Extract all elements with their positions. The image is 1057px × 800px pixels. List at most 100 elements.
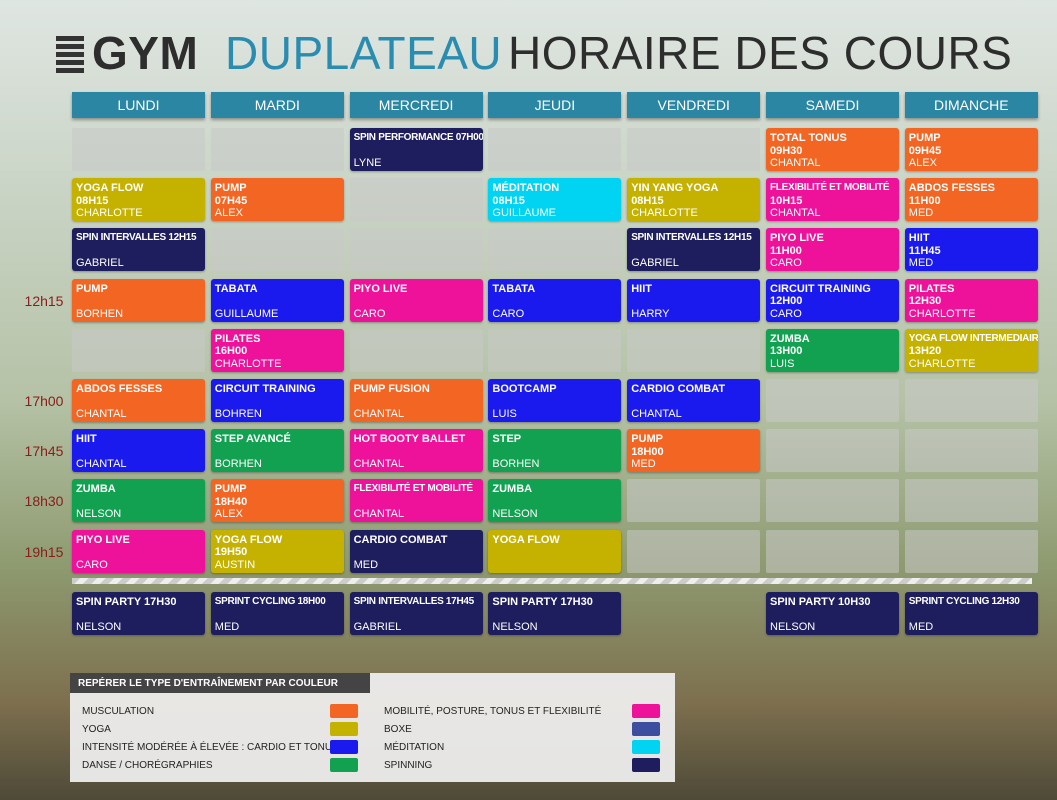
class-name: ZUMBA [492,483,533,496]
empty-slot [627,529,761,573]
class-name: HIIT [908,232,930,245]
class-name: YOGA FLOW [492,533,560,546]
class-slot: STEP AVANCÉ BORHEN [210,429,344,473]
empty-slot [627,128,761,171]
class-slot: YOGA FLOW 19H50 AUSTIN [210,529,344,573]
class-detail: LYNE [353,157,382,169]
empty-slot [904,529,1038,573]
class-name: PIYO LIVE [353,282,408,295]
class-detail: CARO [76,558,108,571]
class-detail: 11H00 [770,244,802,257]
class-name: CIRCUIT TRAINING [770,282,871,295]
legend-swatch [330,758,358,772]
legend-label: MUSCULATION [82,706,155,717]
class-name: PUMP [631,433,663,446]
class-detail: BORHEN [76,307,124,320]
time-label: 17h00 [24,393,64,409]
day-header: DIMANCHE [904,92,1038,118]
class-name: STEP AVANCÉ [214,433,291,446]
class-detail: BOHREN [214,408,262,420]
class-detail: CHARLOTTE [76,207,143,220]
empty-slot [766,379,899,422]
class-slot: SPIN PARTY 17H30 NELSON [72,592,205,635]
class-name: CARDIO COMBAT [353,533,448,546]
class-name: YOGA FLOW [76,182,144,195]
class-detail: NELSON [492,508,538,521]
class-slot: PILATES 12H30 CHARLOTTE [904,278,1038,322]
empty-slot [766,529,899,573]
class-detail: CHANTAL [353,408,405,420]
class-detail: 09H30 [770,144,803,157]
class-detail: MED [214,621,240,633]
class-detail: 11H45 [908,244,941,257]
class-name: STEP [492,433,522,446]
class-detail: 12H00 [770,295,803,308]
class-slot: SPIN PERFORMANCE 07H00 LYNE [349,128,483,171]
class-slot: PUMP FUSION CHANTAL [349,379,483,422]
legend-title-bar [70,673,370,693]
time-label: 18h30 [24,493,64,510]
class-detail: 19H50 [214,546,248,559]
empty-slot [488,228,622,272]
class-detail: NELSON [76,508,122,521]
class-detail: 18H40 [214,495,248,508]
class-detail: CHANTAL [353,508,405,521]
day-header: MERCREDI [349,92,483,118]
class-detail: GABRIEL [76,257,124,270]
class-name: PILATES [214,332,261,345]
class-detail: GUILLAUME [492,207,556,220]
class-slot: ZUMBA 13H00 LUIS [766,328,899,372]
divider [72,578,1032,584]
class-slot: PIYO LIVE CARO [72,529,205,573]
empty-slot [488,128,622,171]
class-slot: PUMP 18H00 MED [627,429,761,473]
logo-icon [56,36,84,73]
class-detail: MED [353,558,379,571]
class-slot: PUMP BORHEN [72,278,205,322]
class-detail: 09H45 [908,144,942,157]
class-slot: CIRCUIT TRAINING 12H00 CARO [766,278,899,322]
class-name: PUMP [214,182,247,195]
day-header: SAMEDI [766,92,899,118]
empty-slot [904,479,1038,523]
class-slot: STEP BORHEN [488,429,622,473]
legend-title: REPÉRER LE TYPE D'ENTRAÎNEMENT PAR COULE… [78,678,338,689]
class-name: YOGA FLOW INTERMEDIAIRE [908,332,1038,344]
class-name: SPIN PARTY 17H30 [76,596,177,608]
empty-slot [766,429,899,473]
class-slot: PIYO LIVE CARO [349,278,483,322]
class-slot: ZUMBA NELSON [488,479,622,523]
time-label: 19h15 [24,543,64,560]
class-slot: PILATES 16H00 CHARLOTTE [210,328,344,372]
class-name: SPIN INTERVALLES 12H15 [631,232,752,244]
class-slot: HIIT HARRY [627,278,761,322]
class-detail: ALEX [214,207,243,220]
time-label: 17h45 [24,443,64,460]
legend-label: SPINNING [384,760,433,771]
class-detail: 08H15 [492,194,525,207]
page-title: HORAIRE DES COURS [508,27,1013,79]
class-slot: TOTAL TONUS 09H30 CHANTAL [766,128,899,171]
class-name: PUMP [214,483,247,496]
legend-label: MOBILITÉ, POSTURE, TONUS ET FLEXIBILITÉ [384,706,602,717]
class-slot: YOGA FLOW [488,529,622,573]
class-name: FLEXIBILITÉ ET MOBILITÉ [770,182,890,194]
empty-slot [904,429,1038,473]
class-detail: CHARLOTTE [908,307,976,320]
class-detail: 08H15 [631,194,664,207]
class-name: YIN YANG YOGA [631,182,719,195]
class-detail: CHANTAL [631,408,682,420]
brand-main: GYM [92,27,199,79]
class-detail: 13H20 [908,345,942,358]
class-detail: CARO [770,257,802,270]
class-detail: 08H15 [76,194,109,207]
class-detail: NELSON [770,621,816,633]
class-name: PIYO LIVE [76,533,130,546]
class-slot: SPIN PARTY 17H30 NELSON [488,592,622,635]
class-detail: MED [631,458,656,471]
class-name: PUMP FUSION [353,383,430,395]
empty-slot [904,379,1038,422]
empty-slot [72,128,205,171]
class-detail: 11H00 [908,194,941,207]
class-detail: CHANTAL [353,458,405,471]
